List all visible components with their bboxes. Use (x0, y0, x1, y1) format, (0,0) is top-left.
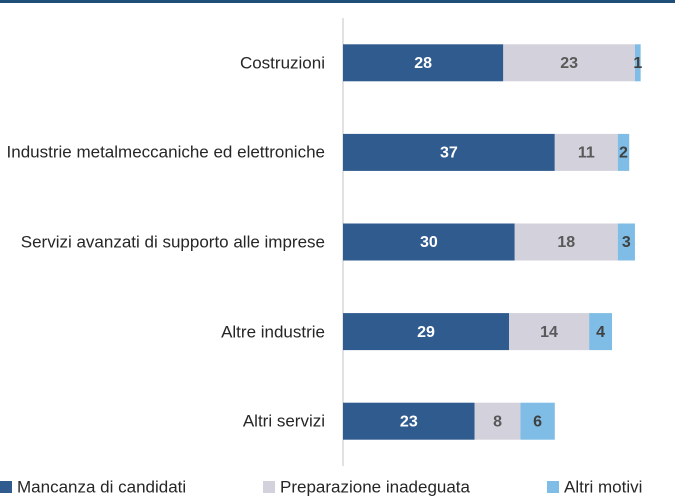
category-label: Industrie metalmeccaniche ed elettronich… (6, 142, 325, 162)
data-label: 28 (414, 55, 432, 72)
bar-segment (514, 223, 618, 261)
bar-segment (617, 223, 635, 261)
category-label: Servizi avanzati di supporto alle impres… (20, 232, 325, 252)
legend-label: Preparazione inadeguata (280, 477, 471, 496)
category-label: Altre industrie (221, 322, 325, 342)
bar-segment (343, 44, 504, 82)
data-label: 4 (596, 324, 605, 341)
bar-segment (474, 402, 521, 440)
legend-label: Mancanza di candidati (17, 477, 186, 496)
top-rule (0, 0, 675, 3)
data-label: 6 (533, 413, 542, 430)
data-label: 8 (493, 413, 502, 430)
bar-segment (503, 44, 635, 82)
data-label: 30 (420, 234, 438, 251)
data-label: 23 (560, 55, 578, 72)
data-label: 2 (619, 145, 628, 162)
bar-segment (634, 44, 641, 82)
data-label: 14 (540, 324, 558, 341)
legend-swatch (547, 481, 559, 493)
bar-segment (343, 223, 515, 261)
bar-segment (589, 313, 613, 351)
legend-swatch (263, 481, 275, 493)
data-label: 23 (400, 413, 418, 430)
bar-segment (554, 133, 618, 171)
data-label: 1 (633, 55, 642, 72)
bar-segment (520, 402, 555, 440)
data-label: 37 (440, 145, 458, 162)
bar-segment (343, 133, 555, 171)
data-label: 18 (557, 234, 575, 251)
data-label: 3 (622, 234, 631, 251)
category-label: Costruzioni (239, 53, 325, 73)
data-label: 11 (578, 145, 595, 162)
legend-swatch (0, 481, 12, 493)
bar-segment (343, 313, 509, 351)
legend-label: Altri motivi (564, 477, 642, 496)
bar-segment (343, 402, 475, 440)
bar-segment (509, 313, 590, 351)
category-label: Altri servizi (242, 411, 325, 431)
data-label: 29 (417, 324, 435, 341)
bar-segment (617, 133, 630, 171)
